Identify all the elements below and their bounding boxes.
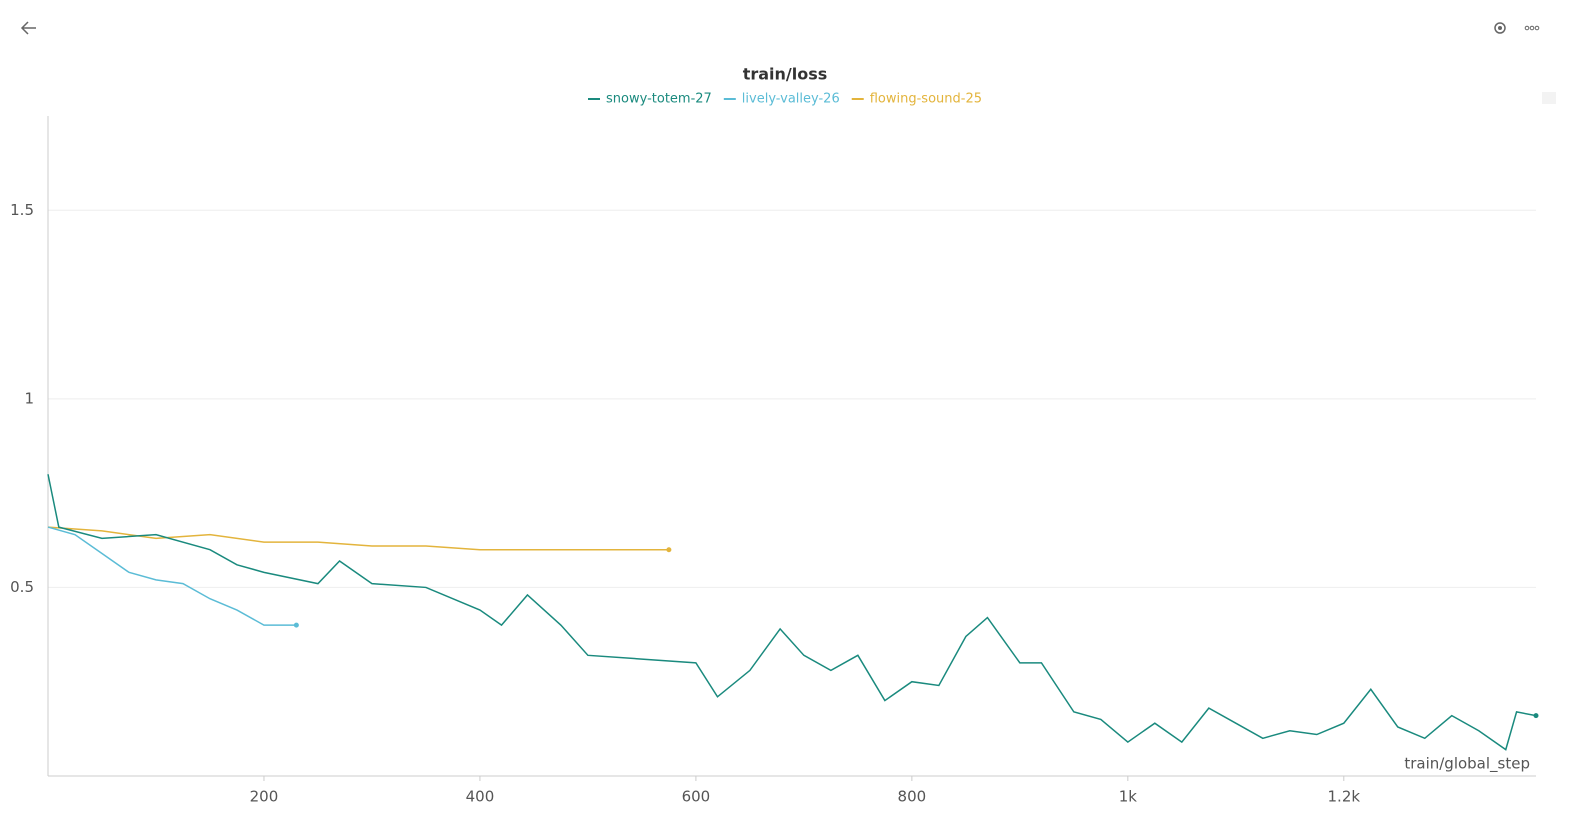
series-line: [47, 474, 1537, 751]
y-tick-label: 0.5: [10, 578, 34, 596]
more-button[interactable]: [1524, 25, 1540, 31]
legend-label: lively-valley-26: [742, 92, 840, 107]
legend-label: flowing-sound-25: [870, 92, 982, 107]
x-tick-label: 200: [250, 788, 279, 806]
settings-button[interactable]: [1494, 22, 1506, 34]
x-tick-label: 600: [682, 788, 711, 806]
y-tick-label: 1.5: [10, 201, 34, 219]
legend-label: snowy-totem-27: [606, 92, 712, 107]
x-tick-label: 1k: [1119, 788, 1138, 806]
series-line: [47, 526, 669, 551]
y-tick-label: 1: [24, 389, 34, 407]
x-tick-label: 800: [898, 788, 927, 806]
legend: snowy-totem-27 lively-valley-26 flowing-so…: [588, 92, 982, 107]
end-point: [293, 622, 299, 628]
panel-toggle[interactable]: [1542, 92, 1556, 104]
x-tick-label: 1.2k: [1328, 788, 1361, 806]
end-point: [1533, 713, 1539, 719]
back-button[interactable]: [20, 21, 36, 35]
x-axis-label: train/global_step: [1404, 755, 1530, 774]
chart-title: train/loss: [743, 65, 828, 84]
end-point: [666, 547, 672, 553]
x-tick-label: 400: [466, 788, 495, 806]
series-line: [47, 526, 297, 626]
